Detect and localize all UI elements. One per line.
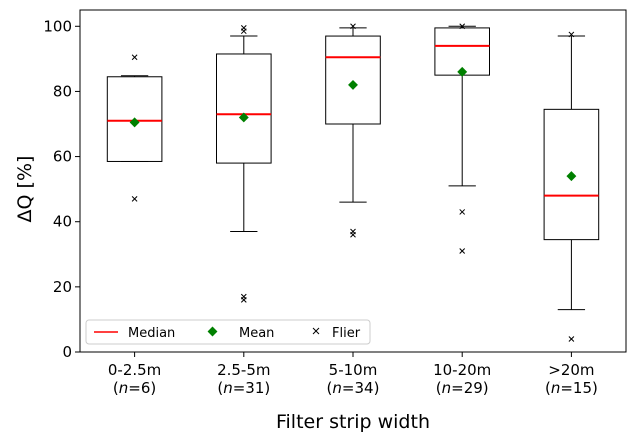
y-axis-title: ΔQ [%] [14,156,36,223]
box-iqr [216,53,272,164]
x-tick-count: (n=34) [327,379,380,397]
flier-stroke [240,28,247,35]
x-tick-label: 10-20m [433,361,491,379]
legend-mean-swatch [207,326,218,337]
flier-stroke [459,209,466,215]
x-tick-count: (n=29) [436,379,489,397]
flier-stroke [240,297,247,303]
flier-marker [459,248,466,254]
x-axis-title: Filter strip width [276,411,430,433]
flier-marker [131,54,138,61]
legend-mean-label: Mean [239,326,274,341]
mean-marker [238,112,249,123]
mean-marker [348,79,358,90]
y-tick-label: 100 [43,17,72,35]
flier-marker [350,23,356,30]
legend-frame [85,319,371,345]
y-tick-label: 60 [53,148,72,166]
flier-marker [240,28,247,35]
flier-marker [459,23,466,30]
flier-marker [240,297,247,303]
flier-marker [568,336,575,342]
x-tick-count: (n=31) [217,379,270,397]
flier-stroke [131,196,138,202]
flier-stroke [350,23,356,30]
flier-marker [568,31,575,38]
x-tick-label: 2.5-5m [217,361,270,379]
legend: Median Mean Flier [85,319,371,345]
flier-marker [350,231,356,238]
legend-median-label: Median [128,326,175,341]
flier-stroke [568,31,575,38]
box-group-2 [216,25,272,303]
y-tick-label: 40 [53,213,72,231]
box-iqr [106,76,163,162]
box-group-5 [543,31,600,342]
box-iqr [543,108,600,241]
plot-area: 0 20 40 60 80 100 0-2.5m(n=6) 2.5-5m(n=31) 5-10m… [43,9,627,397]
x-tick-label: 5-10m [329,361,378,379]
flier-marker [459,209,466,215]
flier-stroke [459,23,466,30]
box-group-3 [325,23,381,238]
box-group-4 [434,23,490,254]
y-tick-label: 20 [53,278,72,296]
x-tick-label: >20m [548,361,594,379]
box-group-1 [106,54,163,202]
legend-flier-swatch [312,327,320,335]
x-tick-count: (n=15) [545,379,598,397]
x-tick-count: (n=6) [113,379,156,397]
mean-marker [566,171,577,182]
y-tick-label: 80 [53,82,72,100]
box-iqr [325,35,381,125]
x-tick-label: 0-2.5m [108,361,161,379]
flier-stroke [131,54,138,61]
flier-marker [131,196,138,202]
flier-stroke [568,336,575,342]
flier-stroke [459,248,466,254]
flier-stroke [350,231,356,238]
mean-marker [129,117,140,128]
y-tick-label: 0 [62,343,72,361]
legend-flier-label: Flier [332,326,361,341]
